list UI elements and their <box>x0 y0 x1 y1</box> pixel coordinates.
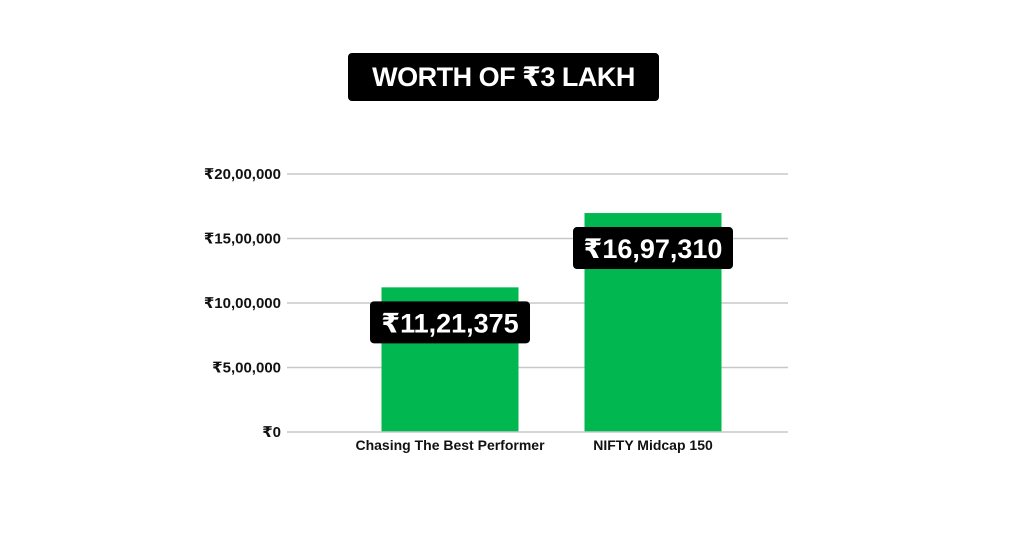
y-tick-label: ₹10,00,000 <box>204 295 281 312</box>
value-label-text: ₹11,21,375 <box>381 308 518 338</box>
value-label: ₹16,97,310 <box>573 227 733 270</box>
value-labels: ₹11,21,375 ₹16,97,310 <box>370 227 733 344</box>
value-label-text: ₹16,97,310 <box>584 234 723 264</box>
y-axis-ticks: ₹0 ₹5,00,000 ₹10,00,000 ₹15,00,000 ₹20,00,00… <box>204 166 281 441</box>
y-tick-label: ₹0 <box>262 424 281 441</box>
value-label-box <box>370 301 530 344</box>
y-tick-label: ₹5,00,000 <box>212 360 281 377</box>
category-label: NIFTY Midcap 150 <box>593 437 713 453</box>
y-tick-label: ₹15,00,000 <box>204 231 281 248</box>
value-label: ₹11,21,375 <box>370 301 530 344</box>
category-labels: Chasing The Best Performer NIFTY Midcap 1… <box>355 437 713 453</box>
value-label-box <box>573 227 733 270</box>
chart-title: WORTH OF ₹3 LAKH <box>348 53 659 101</box>
y-tick-label: ₹20,00,000 <box>204 166 281 183</box>
category-label: Chasing The Best Performer <box>355 437 545 453</box>
chart-title-text: WORTH OF ₹3 LAKH <box>372 61 635 92</box>
